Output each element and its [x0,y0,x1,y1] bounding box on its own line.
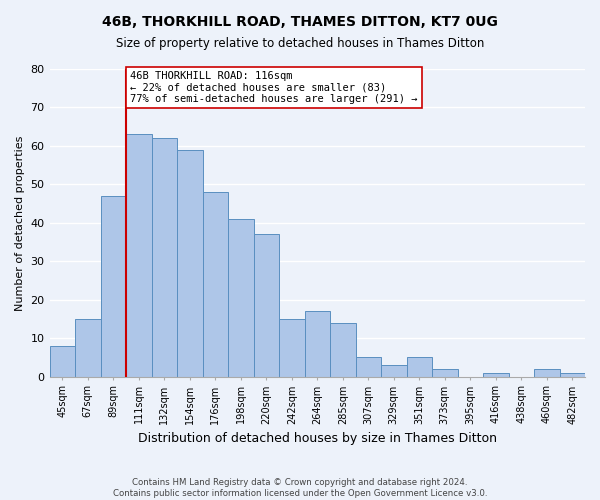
Bar [203,192,228,376]
Text: Size of property relative to detached houses in Thames Ditton: Size of property relative to detached ho… [116,38,484,51]
Bar [254,234,279,376]
X-axis label: Distribution of detached houses by size in Thames Ditton: Distribution of detached houses by size … [138,432,497,445]
Y-axis label: Number of detached properties: Number of detached properties [15,135,25,310]
Bar [534,369,560,376]
Bar [560,373,585,376]
Bar [305,312,330,376]
Bar [432,369,458,376]
Bar [407,358,432,376]
Text: 46B, THORKHILL ROAD, THAMES DITTON, KT7 0UG: 46B, THORKHILL ROAD, THAMES DITTON, KT7 … [102,15,498,29]
Bar [177,150,203,376]
Bar [279,319,305,376]
Bar [330,323,356,376]
Bar [356,358,381,376]
Bar [483,373,509,376]
Bar [152,138,177,376]
Bar [101,196,126,376]
Bar [228,219,254,376]
Bar [50,346,75,376]
Text: 46B THORKHILL ROAD: 116sqm
← 22% of detached houses are smaller (83)
77% of semi: 46B THORKHILL ROAD: 116sqm ← 22% of deta… [130,71,418,104]
Text: Contains HM Land Registry data © Crown copyright and database right 2024.
Contai: Contains HM Land Registry data © Crown c… [113,478,487,498]
Bar [126,134,152,376]
Bar [381,365,407,376]
Bar [75,319,101,376]
